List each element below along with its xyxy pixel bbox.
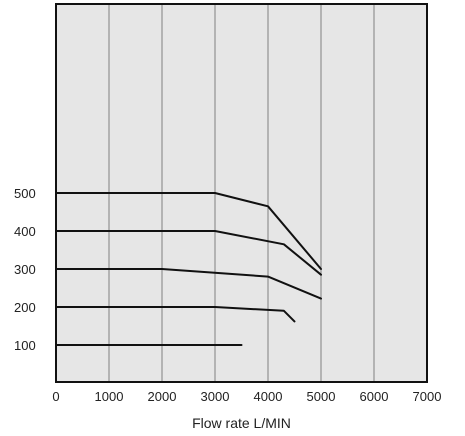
y-tick-label-300: 300: [14, 262, 36, 277]
series-line-3: [55, 268, 322, 300]
x-tick-label-4000: 4000: [254, 389, 283, 404]
series-line-1: [55, 192, 322, 270]
x-tick-label-5000: 5000: [307, 389, 336, 404]
plot-frame: [55, 3, 428, 383]
x-tick-label-6000: 6000: [360, 389, 389, 404]
x-tick-label-7000: 7000: [413, 389, 442, 404]
y-tick-labels: 100 200 300 400 500: [14, 186, 36, 353]
x-axis-title: Flow rate L/MIN: [192, 415, 291, 431]
series-line-2: [55, 230, 322, 276]
x-tick-label-3000: 3000: [201, 389, 230, 404]
x-tick-labels: 0 1000 2000 3000 4000 5000 6000 7000: [52, 389, 441, 404]
y-tick-label-200: 200: [14, 300, 36, 315]
x-tick-label-1000: 1000: [95, 389, 124, 404]
series-line-4: [55, 306, 296, 323]
y-tick-label-400: 400: [14, 224, 36, 239]
y-tick-label-500: 500: [14, 186, 36, 201]
y-tick-label-100: 100: [14, 338, 36, 353]
series-lines: [55, 192, 322, 346]
x-tick-label-2000: 2000: [148, 389, 177, 404]
x-tick-label-0: 0: [52, 389, 59, 404]
